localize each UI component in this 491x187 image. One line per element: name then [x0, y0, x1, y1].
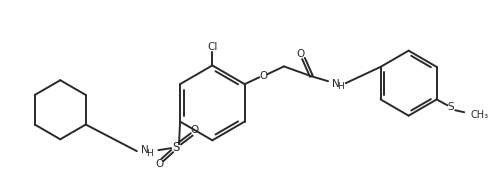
Text: Cl: Cl [207, 42, 218, 52]
Text: O: O [191, 125, 199, 135]
Text: N: N [332, 79, 340, 89]
Text: N: N [141, 145, 149, 155]
Text: O: O [259, 71, 268, 81]
Text: O: O [297, 49, 305, 59]
Text: CH₃: CH₃ [471, 110, 489, 120]
Text: H: H [146, 149, 153, 158]
Text: S: S [447, 102, 454, 112]
Text: H: H [337, 82, 344, 91]
Text: O: O [155, 159, 164, 169]
Text: S: S [172, 141, 180, 154]
